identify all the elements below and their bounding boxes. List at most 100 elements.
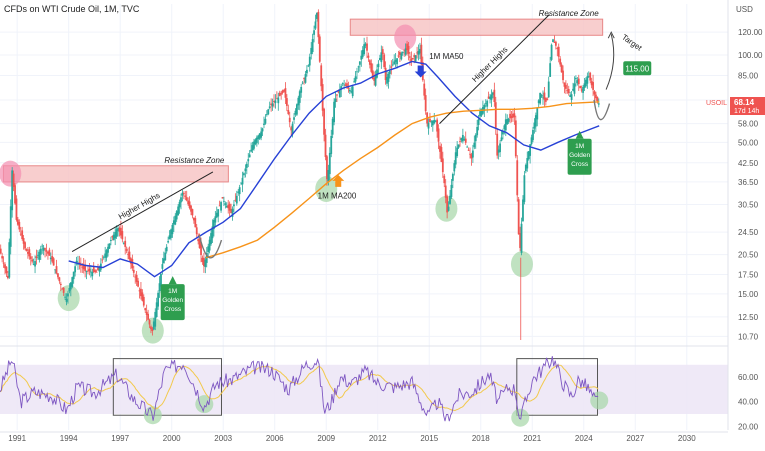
candle-body <box>2 262 5 264</box>
candle-body <box>261 128 264 132</box>
candle-body <box>291 123 294 135</box>
resistance-zone <box>2 165 229 183</box>
candle-body <box>564 84 567 89</box>
candle-body <box>44 248 46 250</box>
candle-body <box>208 239 211 251</box>
candle-body <box>326 156 328 180</box>
candle-body <box>337 90 340 93</box>
candle-body <box>327 170 330 182</box>
candle-body <box>160 273 162 287</box>
price-tick-label: 30.50 <box>738 201 759 210</box>
candle-body <box>21 230 24 240</box>
candle-body <box>228 203 231 211</box>
candle-body <box>132 269 135 273</box>
candle-body <box>354 76 357 82</box>
candle-body <box>245 163 248 168</box>
price-tick-label: 10.70 <box>738 332 759 341</box>
candle-body <box>341 83 344 84</box>
candle-body <box>273 100 275 102</box>
candle-body <box>534 115 537 127</box>
candle-body <box>429 118 431 123</box>
candle-body <box>527 151 530 160</box>
candle-body <box>593 91 596 95</box>
candle-body <box>68 287 71 292</box>
candle-body <box>497 149 500 153</box>
candle-body <box>190 205 192 212</box>
candle-body <box>233 204 235 207</box>
green-circle <box>315 176 338 203</box>
candle-body <box>575 78 577 80</box>
candle-body <box>71 277 74 287</box>
candle-body <box>150 326 152 330</box>
candle-body <box>366 43 368 51</box>
candle-body <box>82 264 85 270</box>
candle-body <box>496 133 499 156</box>
candle-body <box>1 256 4 259</box>
candle-body <box>351 86 354 97</box>
candle-body <box>506 119 509 125</box>
candle-body <box>459 141 461 142</box>
candle-body <box>580 89 583 91</box>
candle-body <box>479 111 481 117</box>
candle-body <box>257 135 260 140</box>
golden-cross-text: 1M <box>168 288 177 295</box>
candle-body <box>376 69 378 78</box>
candle-body <box>288 117 291 123</box>
target-label: Target <box>620 32 644 53</box>
candle-body <box>94 270 97 273</box>
candle-body <box>28 249 31 257</box>
candle-body <box>65 298 68 302</box>
candle-body <box>281 90 284 94</box>
candle-body <box>446 196 449 213</box>
candle-body <box>597 103 600 105</box>
candle-body <box>417 51 420 55</box>
candle-body <box>409 56 411 58</box>
candle-body <box>144 308 147 311</box>
candle-body <box>41 245 44 247</box>
candle-body <box>399 51 401 55</box>
candle-body <box>311 39 314 53</box>
candle-body <box>9 206 12 247</box>
candle-body <box>91 271 94 277</box>
price-tick-label: 12.50 <box>738 313 759 322</box>
candle-body <box>439 145 441 152</box>
candle-body <box>595 94 597 99</box>
candle-body <box>115 229 118 237</box>
rsi-tick-label: 40.00 <box>738 398 759 407</box>
candle-body <box>188 201 191 208</box>
candle-body <box>251 145 254 151</box>
candle-body <box>577 78 580 85</box>
candle-body <box>596 96 599 102</box>
resistance-zone-label: Resistance Zone <box>164 156 225 165</box>
candle-body <box>380 52 383 63</box>
trend-line-label: Higher Highs <box>117 191 162 222</box>
candle-body <box>477 119 480 125</box>
candle-body <box>293 117 295 120</box>
candle-body <box>177 206 180 216</box>
ma50-line <box>68 60 600 278</box>
candle-body <box>25 249 28 252</box>
candle-body <box>57 273 59 278</box>
golden-cross-text: Golden <box>569 152 590 159</box>
candle-body <box>513 113 516 118</box>
candle-body <box>61 288 64 290</box>
candle-body <box>300 86 303 93</box>
price-tick-label: 120.00 <box>738 28 763 37</box>
candle-body <box>237 191 240 193</box>
candle-body <box>195 227 198 235</box>
candle-body <box>539 92 542 104</box>
candle-body <box>290 127 293 131</box>
candle-body <box>198 239 201 249</box>
candle-body <box>480 109 483 116</box>
candle-body <box>469 153 471 155</box>
candle-body <box>540 95 543 97</box>
candle-body <box>171 224 174 235</box>
candle-body <box>589 72 592 81</box>
candle-body <box>347 86 350 89</box>
candle-body <box>210 233 212 244</box>
candle-body <box>470 154 473 159</box>
time-tick-label: 2018 <box>472 434 490 443</box>
green-circle <box>510 251 533 278</box>
target-value: 115.00 <box>625 64 649 73</box>
candle-body <box>18 221 21 230</box>
